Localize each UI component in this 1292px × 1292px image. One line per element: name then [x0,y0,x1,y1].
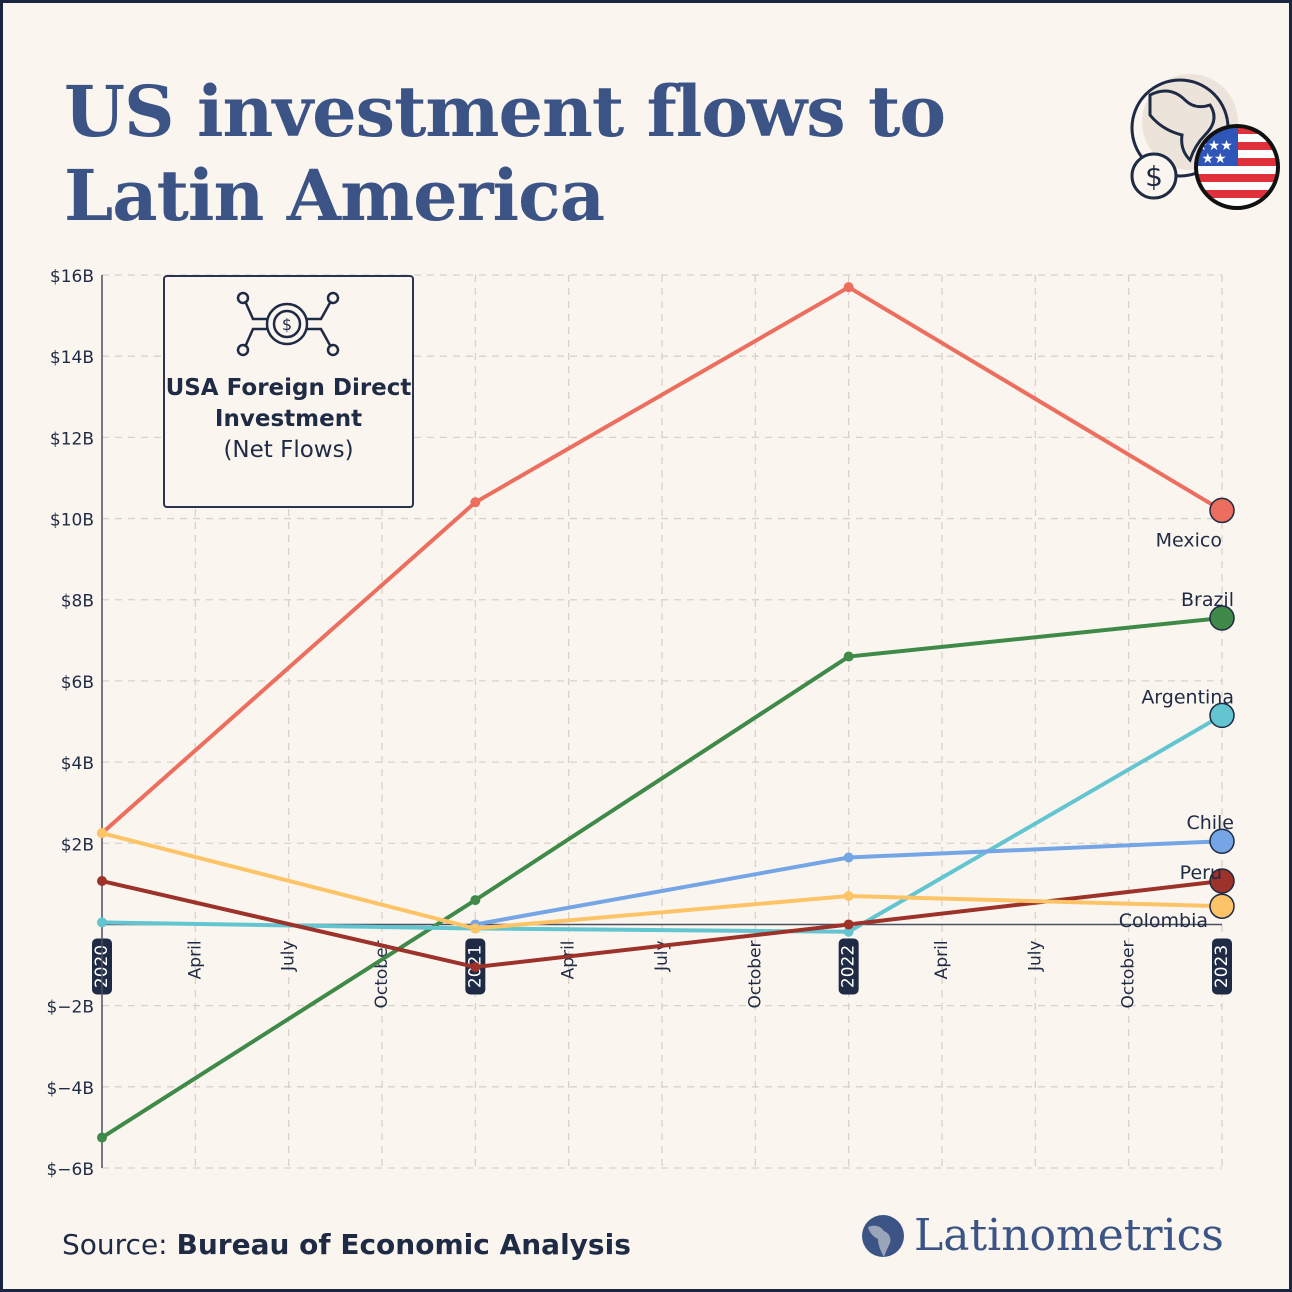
legend-subtitle: (Net Flows) [223,437,354,463]
y-tick-label: $12B [50,429,94,449]
series-label: Colombia [1119,910,1208,932]
svg-text:★★: ★★ [1201,151,1226,167]
data-point [470,497,481,508]
chart-frame [3,3,1289,1289]
data-point [843,852,854,863]
flag-colombia-icon [1209,893,1235,919]
x-tick-label: October [372,940,392,1008]
series-line [100,285,1224,835]
x-tick-label: July [1025,940,1045,972]
y-tick-label: $16B [50,267,94,287]
data-point [843,651,854,662]
source-label: Source: [62,1228,168,1261]
source-value: Bureau of Economic Analysis [176,1228,631,1261]
series-mexico: Mexico [97,282,1235,839]
series-line [100,616,1223,1140]
data-point [843,282,854,293]
series-label: Mexico [1156,529,1222,551]
brand-logo: Latinometrics [860,1210,1224,1261]
x-tick-label: July [279,940,299,972]
series-label: Peru [1180,862,1222,884]
data-point [97,917,107,928]
latam-map-icon [862,1214,904,1257]
data-point [470,895,481,906]
x-tick-label: April [185,940,205,979]
series-colombia: Colombia [97,828,1235,934]
series-chile: Chile [470,812,1235,930]
svg-text:$: $ [282,315,292,334]
flag-brazil-icon [1209,605,1235,631]
y-tick-label: $−6B [46,1160,94,1180]
legend-title: USA Foreign Direct Investment [165,375,412,432]
chart-title: US investment flows to Latin America [64,70,946,237]
year-label-badge [838,938,859,995]
series-label: Argentina [1141,686,1234,708]
x-tick-label: April [932,940,952,979]
money-network-icon: $ [236,291,340,357]
data-point [97,1132,107,1143]
globe-dollar-us-flag-icon: $ ★★★ ★★ [1130,74,1280,210]
data-point [470,923,481,934]
y-tick-label: $10B [50,511,94,531]
series-label: Brazil [1181,589,1234,611]
source-note: Source: Bureau of Economic Analysis [62,1228,631,1261]
y-tick-label: $−4B [46,1079,94,1099]
series-label: Chile [1186,812,1234,834]
data-point [843,919,854,930]
svg-text:$: $ [1145,160,1163,193]
flag-chile-icon [1209,828,1235,854]
series-line [101,831,1223,931]
y-tick-label: $8B [61,592,94,612]
x-tick-label: April [559,940,579,979]
data-point [97,828,107,839]
x-tick-label: July [652,940,672,972]
data-point [843,926,854,937]
series-brazil: Brazil [97,589,1235,1143]
y-tick-label: $−2B [46,998,94,1018]
x-tick-label: 2022 [839,945,859,988]
x-tick-label: October [745,940,765,1008]
x-tick-label: October [1119,940,1139,1008]
y-tick-label: $6B [61,673,94,693]
data-point [470,962,481,973]
flag-peru-icon [1209,868,1235,894]
flag-argentina-icon [1209,702,1235,729]
x-tick-label: 2023 [1212,945,1232,988]
data-point [843,891,854,902]
legend-box: $ USA Foreign Direct Investment (Net Flo… [163,275,414,508]
y-tick-label: $14B [50,348,94,368]
brand-name: Latinometrics [914,1210,1224,1261]
y-tick-label: $2B [61,835,94,855]
y-tick-label: $4B [61,754,94,774]
flag-mexico-icon [1209,497,1235,524]
data-point [97,876,107,887]
year-label-badge [1212,938,1232,995]
